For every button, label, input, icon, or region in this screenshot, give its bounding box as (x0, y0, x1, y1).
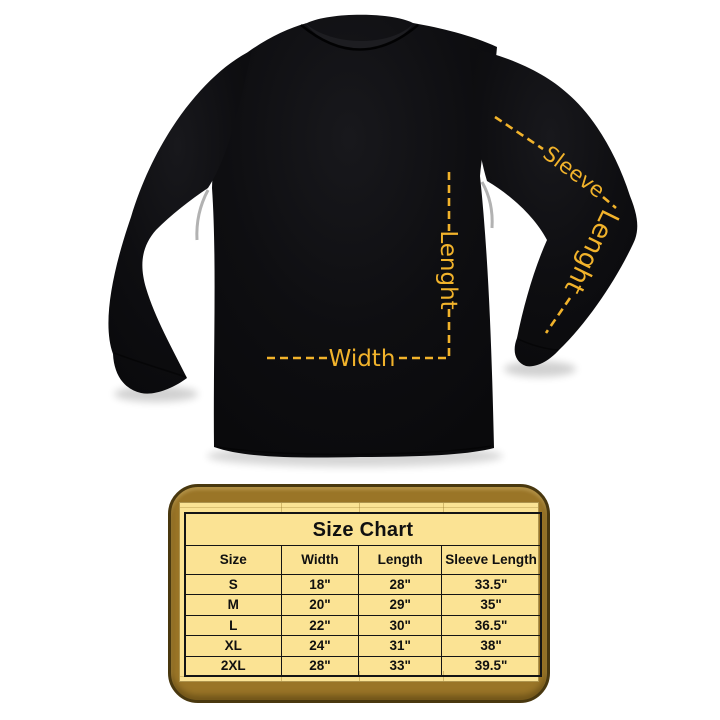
size-cell: L (184, 614, 282, 637)
shirt-body (212, 14, 497, 458)
table-row: XL 24" 31" 38" (184, 635, 542, 657)
body-length-label: Lenght (435, 230, 461, 309)
size-chart-frame: Size Chart Size Width Length Sleeve Leng… (168, 484, 550, 703)
width-cell: 22" (280, 614, 360, 637)
length-cell: 31" (358, 635, 443, 657)
width-cell: 18" (280, 573, 360, 596)
panel-gridline (180, 507, 538, 508)
width-cell: 28" (280, 655, 360, 677)
right-armpit-crease (480, 181, 494, 229)
size-cell: S (184, 573, 282, 596)
length-cell: 28" (358, 573, 443, 596)
length-width-corner-dash (398, 309, 451, 360)
sleeve-length-cell: 36.5" (441, 614, 542, 637)
table-row: S 18" 28" 33.5" (184, 573, 542, 596)
size-cell: 2XL (184, 655, 282, 677)
length-cell: 29" (358, 594, 443, 616)
size-cell: M (184, 594, 282, 616)
size-chart-title: Size Chart (184, 512, 542, 546)
column-header-size: Size (184, 545, 282, 575)
panel-gridline (443, 503, 444, 512)
left-cuff-seam (113, 352, 187, 378)
sleeve-length-cell: 38" (441, 635, 542, 657)
panel-gridline (359, 503, 360, 512)
panel-gridline (281, 503, 282, 512)
column-header-length: Length (358, 545, 443, 575)
sleeve-length-cell: 39.5" (441, 655, 542, 677)
right-cuff-shadow (504, 361, 576, 377)
size-chart-title-row: Size Chart (184, 512, 542, 546)
body-width-label: Width (329, 346, 396, 372)
sleeve-length-cell: 35" (441, 594, 542, 616)
sleeve-length-cell: 33.5" (441, 573, 542, 596)
column-header-sleeve-length: Sleeve Length (441, 545, 542, 575)
table-row: M 20" 29" 35" (184, 594, 542, 616)
column-header-width: Width (280, 545, 360, 575)
length-cell: 33" (358, 655, 443, 677)
shirt-right-sleeve (470, 48, 638, 367)
size-chart-table: Size Chart Size Width Length Sleeve Leng… (184, 512, 542, 678)
left-armpit-crease (195, 189, 210, 241)
sleeve-dash-lower (544, 297, 572, 334)
hem-seam (216, 445, 492, 456)
shirt-left-sleeve (108, 50, 252, 394)
width-cell: 24" (280, 635, 360, 657)
size-chart-header-row: Size Width Length Sleeve Length (184, 545, 542, 575)
length-cell: 30" (358, 614, 443, 637)
collar-band (305, 23, 414, 49)
size-cell: XL (184, 635, 282, 657)
collar-seam (300, 24, 419, 51)
size-chart-panel: Size Chart Size Width Length Sleeve Leng… (179, 502, 542, 682)
width-cell: 20" (280, 594, 360, 616)
sleeve-dash-middle (602, 196, 617, 209)
table-row: 2XL 28" 33" 39.5" (184, 655, 542, 677)
right-cuff-seam (517, 338, 559, 351)
sleeve-dash-upper (494, 115, 544, 151)
table-row: L 22" 30" 36.5" (184, 614, 542, 637)
